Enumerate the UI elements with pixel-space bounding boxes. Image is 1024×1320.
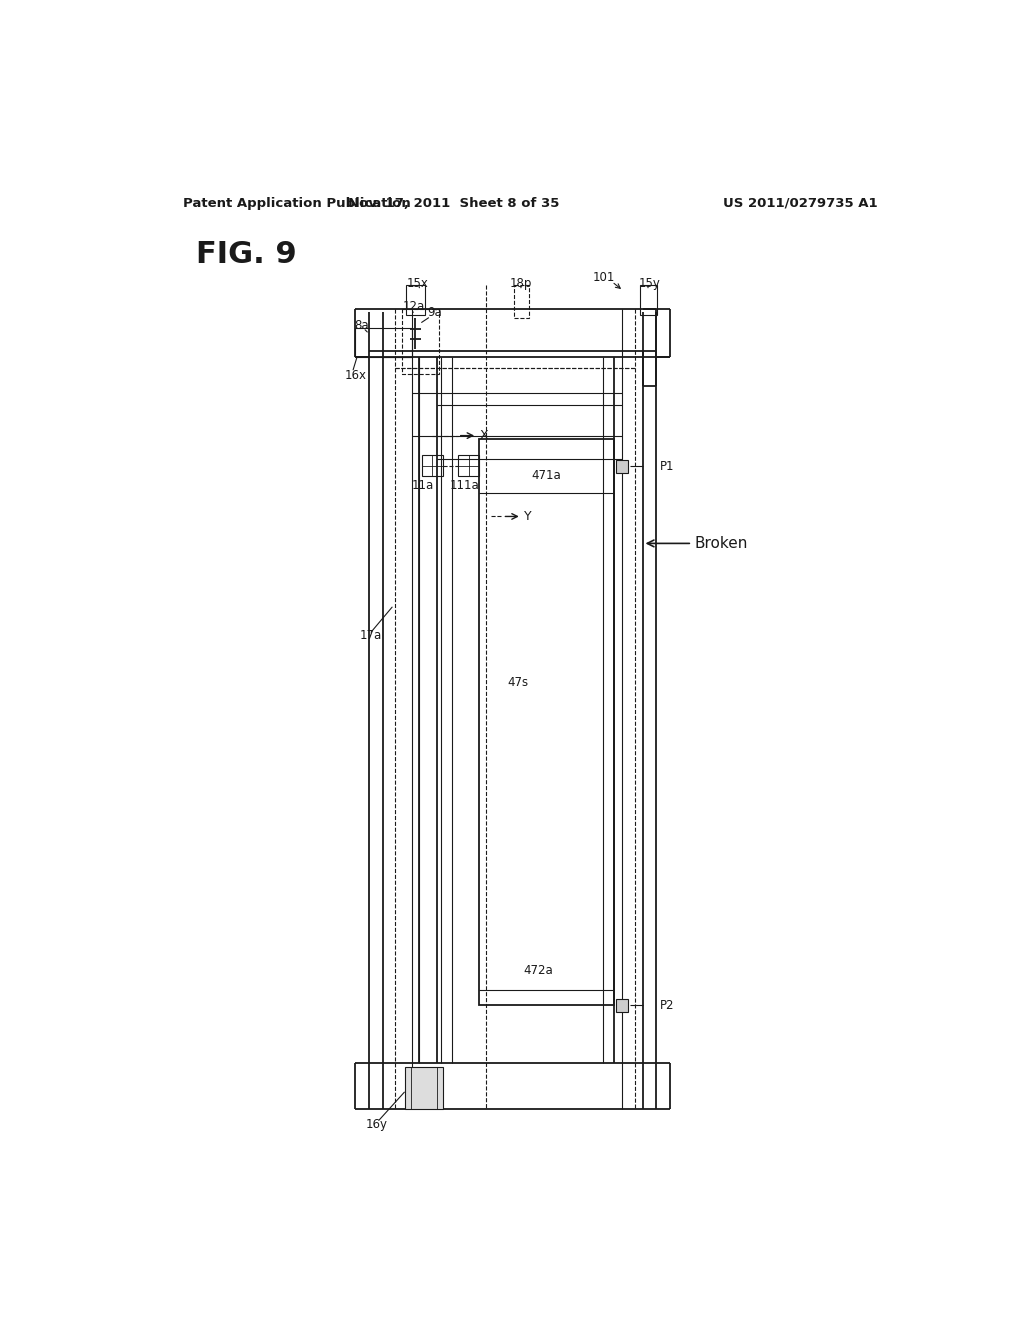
Text: 11a: 11a xyxy=(412,479,434,492)
Bar xyxy=(615,999,628,1011)
Text: 17a: 17a xyxy=(360,630,382,643)
Bar xyxy=(479,440,614,1006)
Text: 15x: 15x xyxy=(407,277,428,289)
Text: 16y: 16y xyxy=(366,1118,387,1131)
Text: 8a: 8a xyxy=(354,319,369,333)
Bar xyxy=(355,327,412,358)
Text: P2: P2 xyxy=(660,999,675,1012)
Bar xyxy=(404,1067,443,1109)
Text: 18p: 18p xyxy=(509,277,531,289)
Bar xyxy=(640,285,657,314)
Bar xyxy=(422,455,443,477)
Text: 12a: 12a xyxy=(403,300,425,313)
Text: 111a: 111a xyxy=(451,479,480,492)
Text: P1: P1 xyxy=(660,459,675,473)
Bar xyxy=(514,285,529,318)
Text: 471a: 471a xyxy=(531,469,561,482)
Text: 472a: 472a xyxy=(523,964,553,977)
Text: Nov. 17, 2011  Sheet 8 of 35: Nov. 17, 2011 Sheet 8 of 35 xyxy=(348,197,560,210)
Bar xyxy=(401,309,438,374)
Bar xyxy=(615,461,628,473)
Text: 47s: 47s xyxy=(508,676,529,689)
Text: Patent Application Publication: Patent Application Publication xyxy=(183,197,411,210)
Text: FIG. 9: FIG. 9 xyxy=(196,240,297,269)
Text: Broken: Broken xyxy=(647,536,749,550)
Text: 15y: 15y xyxy=(639,277,660,289)
Text: 16x: 16x xyxy=(345,370,367,381)
Text: Y: Y xyxy=(524,510,531,523)
Text: X: X xyxy=(479,429,488,442)
Bar xyxy=(407,285,425,314)
Bar xyxy=(458,455,479,477)
Text: US 2011/0279735 A1: US 2011/0279735 A1 xyxy=(723,197,878,210)
Text: 9a: 9a xyxy=(427,306,441,319)
Text: 101: 101 xyxy=(593,271,615,284)
